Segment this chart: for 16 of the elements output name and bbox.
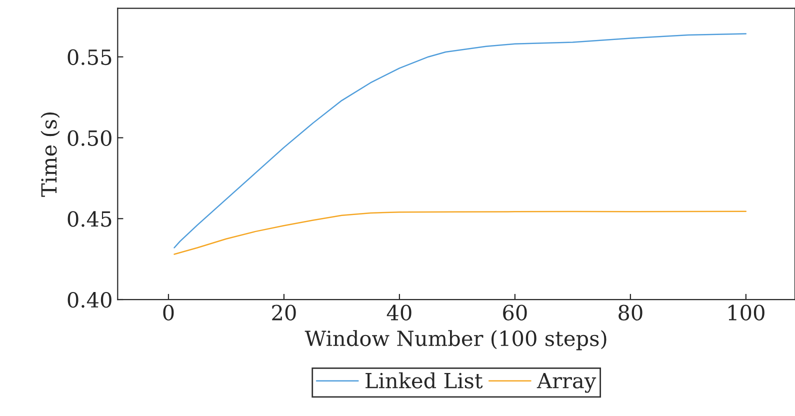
- line-series: [174, 210, 747, 255]
- legend-label: Linked List: [366, 372, 483, 388]
- x-tick-label: 80: [618, 304, 642, 321]
- line-series: [174, 33, 747, 248]
- x-axis-title: Window Number (100 steps): [304, 330, 606, 350]
- y-tick-label: 0.50: [68, 130, 112, 146]
- x-tick-label: 100: [728, 304, 764, 321]
- y-axis-title: Time (s): [40, 112, 60, 197]
- x-tick-label: 20: [272, 304, 296, 321]
- y-tick-label: 0.55: [68, 49, 112, 66]
- legend-label: Array: [536, 372, 596, 393]
- x-tick-label: 40: [386, 304, 412, 321]
- y-tick-label: 0.45: [68, 211, 112, 227]
- x-tick-label: 0: [163, 304, 174, 321]
- x-tick-label: 60: [503, 304, 527, 321]
- y-tick-label: 0.40: [68, 292, 112, 308]
